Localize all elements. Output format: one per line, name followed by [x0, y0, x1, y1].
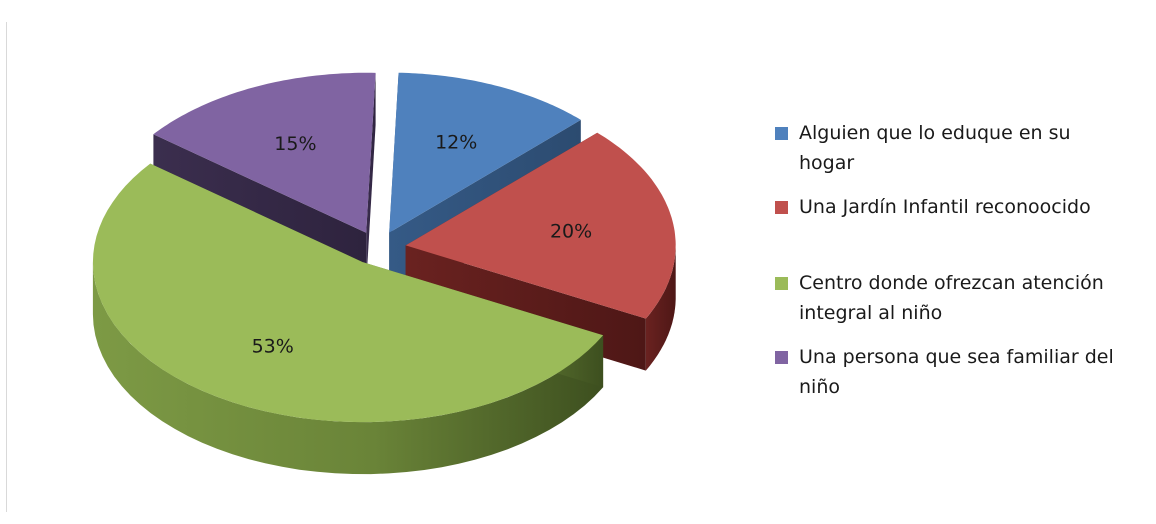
slice-familiar-top — [153, 72, 376, 233]
legend-item: Una persona que sea familiar del niño — [775, 342, 1155, 402]
legend-label: Una Jardín Infantil reconoocido — [799, 196, 1091, 218]
legend-swatch-green — [775, 277, 788, 290]
legend-label-cont: integral al niño — [799, 302, 943, 324]
legend-label: Centro donde ofrezcan atención — [799, 272, 1104, 294]
legend-swatch-blue — [775, 127, 788, 140]
data-label: 15% — [274, 133, 316, 155]
legend-item: Una Jardín Infantil reconoocido — [775, 192, 1155, 222]
slice-alguien-top — [389, 72, 581, 233]
slice-familiar-cut — [366, 72, 376, 285]
legend: Alguien que lo eduque en su hogar Una Ja… — [775, 118, 1155, 402]
slice-centro — [92, 163, 604, 475]
legend-label: Alguien que lo eduque en su — [799, 122, 1071, 144]
legend-label-cont: hogar — [799, 152, 855, 174]
legend-swatch-red — [775, 201, 788, 214]
slice-jardin-top — [405, 132, 676, 319]
legend-label-cont: niño — [799, 376, 840, 398]
legend-item: Centro donde ofrezcan atención integral … — [775, 268, 1155, 328]
chart-border — [6, 22, 7, 512]
slice-centro-side — [92, 262, 604, 475]
data-label: 53% — [252, 336, 294, 358]
slice-jardin-side — [645, 245, 676, 371]
legend-swatch-purple — [775, 351, 788, 364]
data-label: 12% — [435, 132, 477, 154]
legend-label: Una persona que sea familiar del — [799, 346, 1114, 368]
slice-centro-top — [92, 163, 604, 423]
data-label: 20% — [550, 220, 592, 242]
legend-item: Alguien que lo eduque en su hogar — [775, 118, 1155, 178]
